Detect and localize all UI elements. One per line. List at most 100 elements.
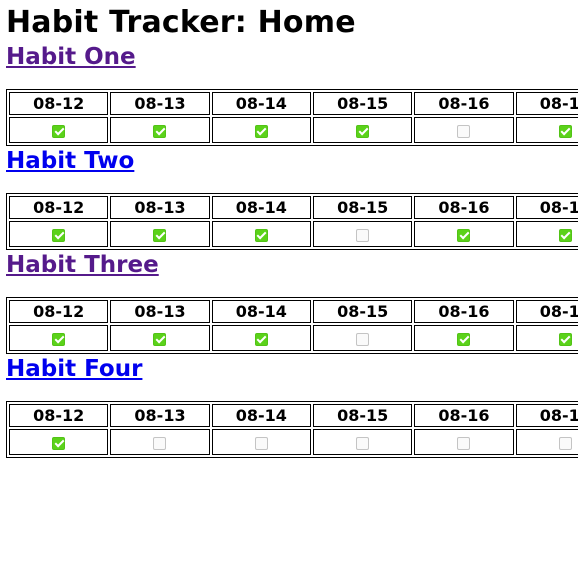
date-header-cell: 08-13 [110, 92, 210, 115]
habit-link[interactable]: Habit One [6, 44, 136, 70]
date-header-cell: 08-12 [9, 92, 109, 115]
check-cell [414, 221, 514, 247]
checked-checkbox[interactable] [254, 332, 268, 346]
check-cell [110, 117, 210, 143]
check-row [9, 221, 578, 247]
date-header-cell: 08-14 [211, 404, 311, 427]
check-cell [211, 429, 311, 455]
date-header-cell: 08-13 [110, 404, 210, 427]
unchecked-checkbox[interactable] [558, 436, 572, 450]
check-cell [515, 221, 578, 247]
check-cell [312, 429, 413, 455]
check-cell [515, 325, 578, 351]
habit-link[interactable]: Habit Two [6, 148, 135, 174]
page: Habit Tracker: Home Habit One 08-12 08-13 0… [0, 4, 578, 458]
habit-section: Habit Three 08-12 08-13 08-14 08-15 08-16 08-1… [6, 250, 578, 354]
checked-checkbox[interactable] [52, 436, 66, 450]
check-cell [211, 117, 311, 143]
date-header-cell: 08-14 [211, 300, 311, 323]
unchecked-checkbox[interactable] [254, 436, 268, 450]
date-header-cell: 08-16 [414, 196, 514, 219]
check-row [9, 429, 578, 455]
check-cell [110, 429, 210, 455]
check-cell [312, 221, 413, 247]
check-cell [9, 221, 109, 247]
checked-checkbox[interactable] [356, 124, 370, 138]
unchecked-checkbox[interactable] [356, 228, 370, 242]
check-cell [515, 429, 578, 455]
habit-link[interactable]: Habit Four [6, 356, 143, 382]
unchecked-checkbox[interactable] [356, 436, 370, 450]
unchecked-checkbox[interactable] [153, 436, 167, 450]
checked-checkbox[interactable] [153, 332, 167, 346]
date-header-cell: 08-12 [9, 196, 109, 219]
date-header-cell: 08-14 [211, 92, 311, 115]
unchecked-checkbox[interactable] [457, 436, 471, 450]
date-header-cell: 08-16 [414, 404, 514, 427]
check-cell [515, 117, 578, 143]
checked-checkbox[interactable] [558, 228, 572, 242]
checked-checkbox[interactable] [558, 332, 572, 346]
habit-heading: Habit Two [6, 146, 572, 176]
date-header-cell: 08-14 [211, 196, 311, 219]
check-cell [414, 429, 514, 455]
date-header-cell: 08-17 [515, 404, 578, 427]
check-row [9, 325, 578, 351]
check-cell [9, 429, 109, 455]
habit-heading: Habit Four [6, 354, 572, 384]
unchecked-checkbox[interactable] [457, 124, 471, 138]
unchecked-checkbox[interactable] [356, 332, 370, 346]
date-header-cell: 08-15 [312, 300, 413, 323]
checked-checkbox[interactable] [52, 228, 66, 242]
habit-heading: Habit Three [6, 250, 572, 280]
checked-checkbox[interactable] [558, 124, 572, 138]
checked-checkbox[interactable] [153, 124, 167, 138]
checked-checkbox[interactable] [52, 332, 66, 346]
check-cell [211, 325, 311, 351]
date-header-cell: 08-17 [515, 196, 578, 219]
checked-checkbox[interactable] [254, 228, 268, 242]
check-cell [9, 117, 109, 143]
habit-link[interactable]: Habit Three [6, 252, 159, 278]
date-header-cell: 08-12 [9, 404, 109, 427]
check-cell [414, 117, 514, 143]
date-header-cell: 08-17 [515, 92, 578, 115]
check-cell [110, 325, 210, 351]
date-header-cell: 08-13 [110, 300, 210, 323]
habit-heading: Habit One [6, 42, 572, 72]
date-header-cell: 08-17 [515, 300, 578, 323]
date-header-cell: 08-12 [9, 300, 109, 323]
checked-checkbox[interactable] [153, 228, 167, 242]
date-header-cell: 08-13 [110, 196, 210, 219]
check-cell [312, 117, 413, 143]
checked-checkbox[interactable] [254, 124, 268, 138]
check-cell [110, 221, 210, 247]
date-header-cell: 08-15 [312, 92, 413, 115]
checked-checkbox[interactable] [457, 332, 471, 346]
check-row [9, 117, 578, 143]
check-cell [312, 325, 413, 351]
page-title: Habit Tracker: Home [6, 5, 356, 40]
check-cell [9, 325, 109, 351]
check-cell [414, 325, 514, 351]
habit-list: Habit One08-1208-1308-1408-1508-1608-17H… [6, 42, 578, 458]
checked-checkbox[interactable] [457, 228, 471, 242]
check-cell [211, 221, 311, 247]
date-header-cell: 08-15 [312, 196, 413, 219]
checked-checkbox[interactable] [52, 124, 66, 138]
